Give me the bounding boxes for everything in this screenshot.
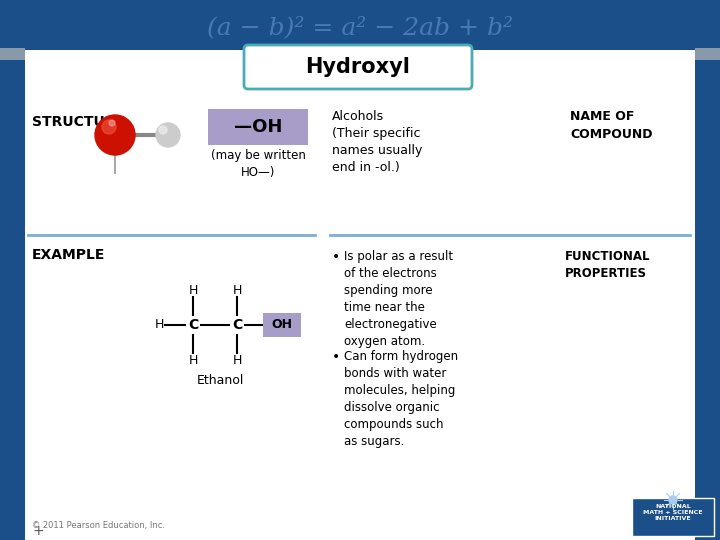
FancyBboxPatch shape xyxy=(0,48,25,60)
Text: NAME OF
COMPOUND: NAME OF COMPOUND xyxy=(570,110,652,141)
Text: Alcohols
(Their specific
names usually
end in -ol.): Alcohols (Their specific names usually e… xyxy=(332,110,423,174)
Text: •: • xyxy=(332,350,341,364)
FancyBboxPatch shape xyxy=(695,50,720,540)
Text: OH: OH xyxy=(271,319,292,332)
Text: C: C xyxy=(188,318,198,332)
Text: STRUCTURE: STRUCTURE xyxy=(32,115,125,129)
FancyBboxPatch shape xyxy=(263,313,301,337)
Text: H: H xyxy=(233,354,242,367)
Text: H: H xyxy=(154,319,163,332)
Circle shape xyxy=(156,123,180,147)
FancyBboxPatch shape xyxy=(695,48,720,60)
Text: C: C xyxy=(232,318,242,332)
Text: •: • xyxy=(332,250,341,264)
Text: MATH + SCIENCE: MATH + SCIENCE xyxy=(643,510,703,516)
Text: H: H xyxy=(189,284,198,296)
Text: Ethanol: Ethanol xyxy=(197,374,243,387)
FancyBboxPatch shape xyxy=(632,498,714,536)
Text: (a − b)² = a² − 2ab + b²: (a − b)² = a² − 2ab + b² xyxy=(207,17,513,39)
Text: FUNCTIONAL
PROPERTIES: FUNCTIONAL PROPERTIES xyxy=(565,250,650,280)
Text: —OH: —OH xyxy=(234,118,282,136)
Circle shape xyxy=(102,120,116,134)
Circle shape xyxy=(109,120,115,126)
Text: INITIATIVE: INITIATIVE xyxy=(654,516,691,522)
Text: NATIONAL: NATIONAL xyxy=(655,504,691,510)
Circle shape xyxy=(669,496,677,504)
FancyBboxPatch shape xyxy=(0,50,25,540)
Text: H: H xyxy=(233,284,242,296)
Text: H: H xyxy=(189,354,198,367)
FancyBboxPatch shape xyxy=(208,109,308,145)
Text: (may be written
HO—): (may be written HO—) xyxy=(210,149,305,179)
Text: Hydroxyl: Hydroxyl xyxy=(305,57,410,77)
Text: EXAMPLE: EXAMPLE xyxy=(32,248,105,262)
Circle shape xyxy=(159,126,167,134)
FancyBboxPatch shape xyxy=(25,50,695,540)
Text: © 2011 Pearson Education, Inc.: © 2011 Pearson Education, Inc. xyxy=(32,521,165,530)
FancyBboxPatch shape xyxy=(0,0,720,50)
Text: +: + xyxy=(32,524,44,538)
FancyBboxPatch shape xyxy=(244,45,472,89)
Circle shape xyxy=(95,115,135,155)
Text: Is polar as a result
of the electrons
spending more
time near the
electronegativ: Is polar as a result of the electrons sp… xyxy=(344,250,453,348)
Text: Can form hydrogen
bonds with water
molecules, helping
dissolve organic
compounds: Can form hydrogen bonds with water molec… xyxy=(344,350,458,448)
